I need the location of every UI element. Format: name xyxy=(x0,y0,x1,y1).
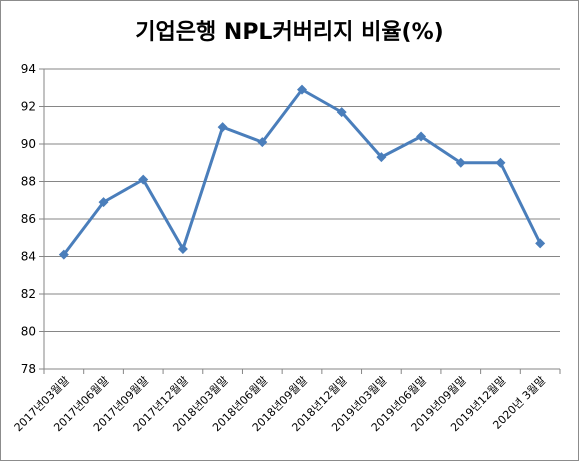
x-axis-ticks: 2017년03월말2017년06월말2017년09월말2017년12월말2018… xyxy=(12,369,561,434)
data-point xyxy=(336,107,347,118)
data-point xyxy=(297,84,307,95)
y-tick-label: 90 xyxy=(21,137,36,151)
data-point xyxy=(416,131,427,142)
data-point xyxy=(98,197,109,208)
data-point xyxy=(535,238,546,249)
series-line xyxy=(62,88,542,256)
y-tick-label: 92 xyxy=(21,100,36,114)
data-point xyxy=(58,249,69,260)
y-axis-ticks: 78 80 82 84 86 88 90 92 94 xyxy=(21,62,44,376)
data-point xyxy=(495,157,506,168)
series-group xyxy=(58,84,546,260)
y-tick-label: 88 xyxy=(21,175,36,189)
y-tick-label: 78 xyxy=(21,362,36,376)
data-point xyxy=(455,157,466,168)
data-point xyxy=(257,137,268,148)
y-tick-label: 86 xyxy=(21,212,36,226)
data-point xyxy=(217,122,228,133)
y-tick-label: 84 xyxy=(21,250,36,264)
data-point xyxy=(376,152,387,163)
y-tick-label: 94 xyxy=(21,62,36,76)
chart-title: 기업은행 NPL커버리지 비율(%) xyxy=(135,20,444,45)
y-tick-label: 82 xyxy=(21,287,36,301)
gridlines xyxy=(44,68,560,332)
data-point xyxy=(138,174,149,185)
data-point xyxy=(177,244,188,254)
y-tick-label: 80 xyxy=(21,325,36,339)
